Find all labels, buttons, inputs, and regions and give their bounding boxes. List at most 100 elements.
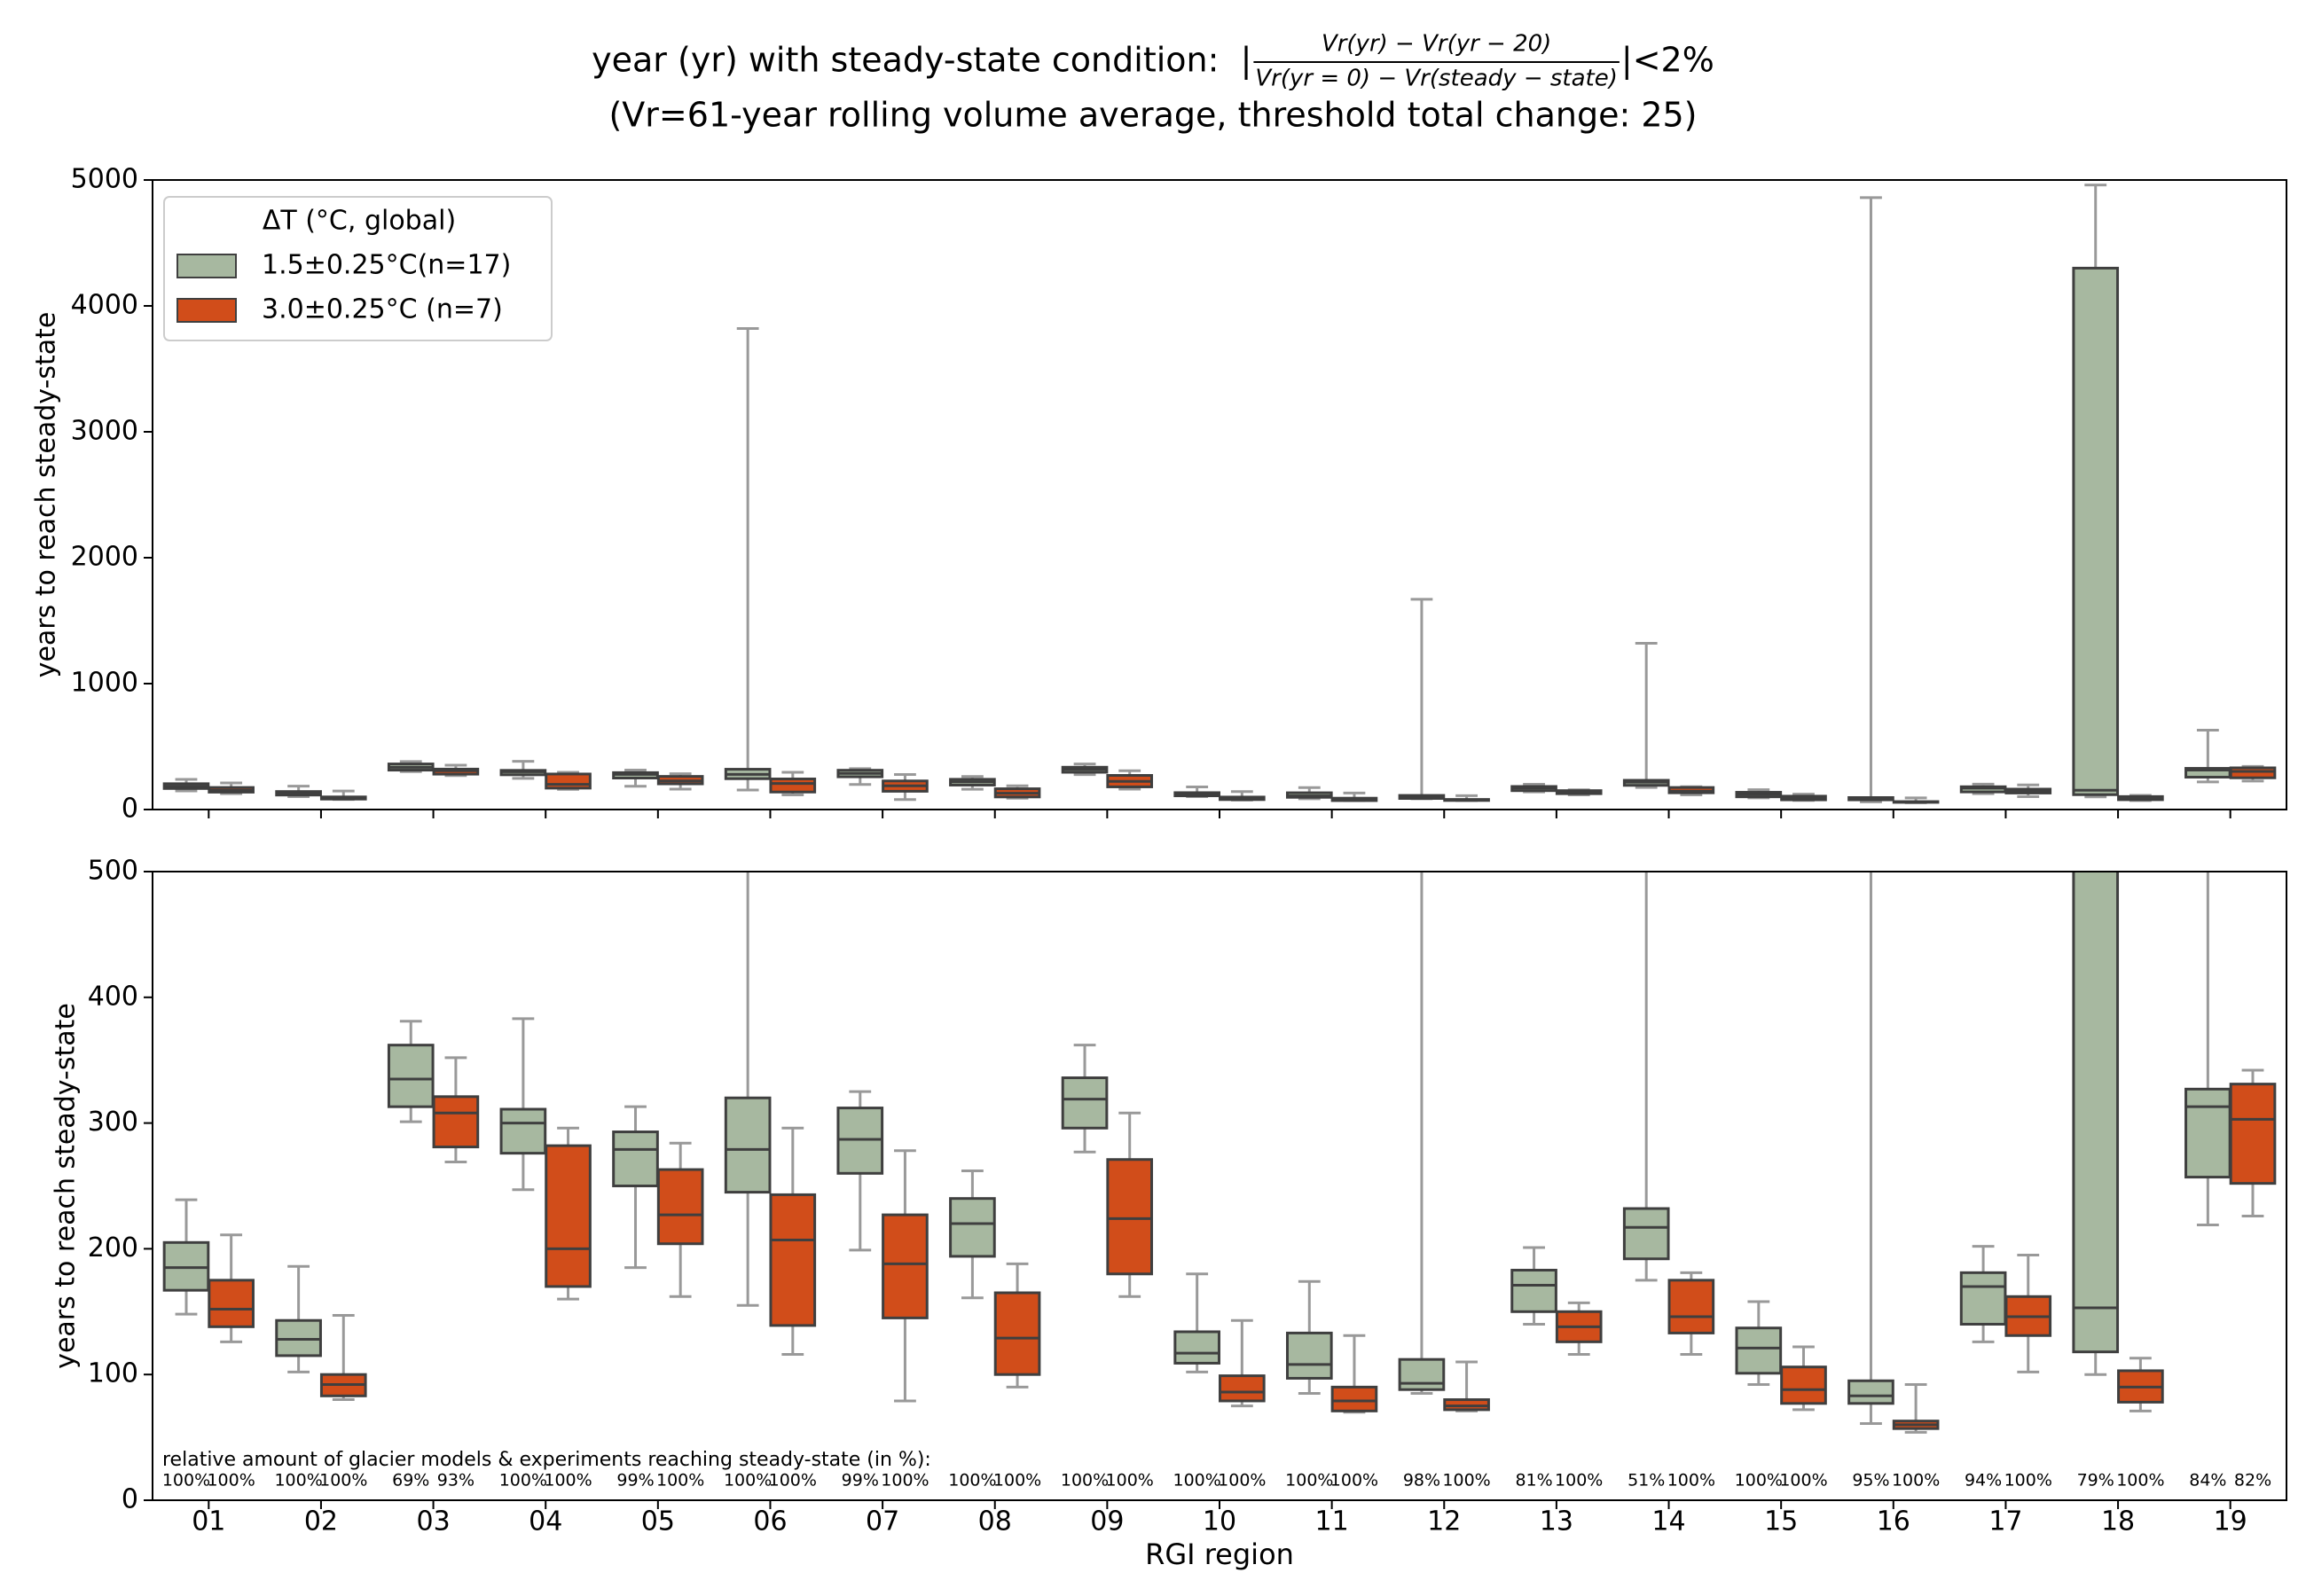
box — [656, 1168, 704, 1246]
legend-label: 3.0±0.25°C (n=7) — [262, 294, 503, 325]
x-tick-label: 17 — [1988, 1506, 2022, 1537]
reached-label: 100% — [1892, 1471, 1940, 1490]
chart-title-numerator: Vr(yr) − Vr(yr − 20) — [1322, 31, 1551, 58]
box — [208, 1279, 255, 1328]
axes-frame — [152, 179, 2287, 810]
x-tick-label: 12 — [1427, 1506, 1461, 1537]
reached-label: 100% — [948, 1471, 996, 1490]
y-tick-label: 100 — [88, 1358, 138, 1389]
box — [1173, 1330, 1220, 1365]
reached-label: 79% — [2077, 1471, 2114, 1490]
y-tick-label: 500 — [88, 856, 138, 887]
box — [387, 1044, 435, 1108]
box — [612, 1130, 659, 1187]
y-axis-label: years to reach steady-state — [31, 312, 62, 678]
y-tick-label: 300 — [88, 1107, 138, 1138]
reached-label: 100% — [2004, 1471, 2052, 1490]
box — [949, 1197, 996, 1258]
box — [545, 1144, 592, 1288]
y-tick-label: 1000 — [71, 668, 138, 699]
reached-label: 95% — [1852, 1471, 1889, 1490]
x-tick-label: 07 — [866, 1506, 899, 1537]
x-tick-label: 08 — [978, 1506, 1012, 1537]
reached-label: 100% — [1555, 1471, 1603, 1490]
chart-subtitle: (Vr=61-year rolling volume average, thre… — [608, 96, 1697, 135]
box — [1330, 1385, 1378, 1412]
reached-label: 69% — [392, 1471, 429, 1490]
x-tick-label: 05 — [641, 1506, 675, 1537]
reached-label: 100% — [207, 1471, 255, 1490]
reached-label: 100% — [724, 1471, 772, 1490]
x-tick-label: 19 — [2214, 1506, 2247, 1537]
reached-label: 100% — [1442, 1471, 1490, 1490]
reached-label: 51% — [1628, 1471, 1665, 1490]
box — [993, 1291, 1041, 1376]
box — [432, 1095, 480, 1149]
y-tick-label: 400 — [88, 981, 138, 1012]
x-tick-label: 01 — [192, 1506, 225, 1537]
reached-label: 94% — [1965, 1471, 2002, 1490]
box — [499, 1107, 547, 1155]
reached-label: 100% — [1330, 1471, 1378, 1490]
reached-label: 100% — [881, 1471, 929, 1490]
x-tick-label: 03 — [416, 1506, 450, 1537]
box — [1061, 1076, 1109, 1130]
chart-title: year (yr) with steady-state condition: | — [592, 41, 1251, 81]
box — [2229, 1083, 2277, 1185]
box — [1510, 1269, 1557, 1313]
box — [2229, 766, 2277, 779]
box — [1847, 1379, 1894, 1405]
reached-label: 100% — [1735, 1471, 1783, 1490]
x-tick-label: 15 — [1764, 1506, 1798, 1537]
reached-label: 100% — [1667, 1471, 1715, 1490]
reached-label: 100% — [162, 1471, 210, 1490]
box — [1780, 1365, 1827, 1405]
reached-label: 100% — [1779, 1471, 1827, 1490]
box — [1667, 1279, 1715, 1334]
box — [1219, 1374, 1266, 1403]
y-tick-label: 2000 — [71, 542, 138, 573]
x-tick-label: 16 — [1877, 1506, 1910, 1537]
x-tick-label: 02 — [304, 1506, 338, 1537]
reached-label: 100% — [656, 1471, 704, 1490]
reached-label: 100% — [544, 1471, 592, 1490]
box — [2184, 1087, 2231, 1179]
box — [1106, 1158, 1154, 1276]
x-tick-label: 10 — [1203, 1506, 1236, 1537]
x-tick-label: 04 — [529, 1506, 562, 1537]
box — [769, 1193, 817, 1327]
box — [2072, 872, 2120, 1354]
y-tick-label: 4000 — [71, 290, 138, 321]
reached-label: 100% — [993, 1471, 1041, 1490]
box — [1398, 1357, 1446, 1391]
box — [1735, 1326, 1783, 1375]
chart-title-denominator: Vr(yr = 0) − Vr(steady − state) — [1255, 66, 1618, 92]
box — [545, 772, 592, 790]
x-tick-label: 06 — [753, 1506, 787, 1537]
y-tick-label: 200 — [88, 1232, 138, 1264]
reached-label: 100% — [1106, 1471, 1154, 1490]
y-tick-label: 0 — [122, 794, 138, 825]
box — [1959, 1271, 2007, 1326]
reached-label: 98% — [1403, 1471, 1440, 1490]
x-tick-label: 11 — [1315, 1506, 1349, 1537]
chart-title: |<2% — [1621, 41, 1714, 81]
box — [1622, 1207, 1670, 1261]
box — [724, 1096, 772, 1194]
annotation: relative amount of glacier models & expe… — [162, 1449, 931, 1471]
legend-frame — [163, 196, 553, 341]
reached-label: 100% — [319, 1471, 367, 1490]
reached-label: 100% — [274, 1471, 322, 1490]
reached-label: 99% — [616, 1471, 654, 1490]
reached-label: 82% — [2234, 1471, 2271, 1490]
box — [882, 1213, 929, 1319]
y-tick-label: 5000 — [71, 164, 138, 195]
reached-label: 84% — [2189, 1471, 2226, 1490]
reached-label: 100% — [1061, 1471, 1109, 1490]
box — [2072, 266, 2120, 796]
box — [769, 777, 817, 794]
legend-label: 1.5±0.25°C(n=17) — [262, 250, 511, 281]
legend-swatch — [176, 298, 237, 323]
legend-title: ΔT (°C, global) — [263, 206, 456, 237]
